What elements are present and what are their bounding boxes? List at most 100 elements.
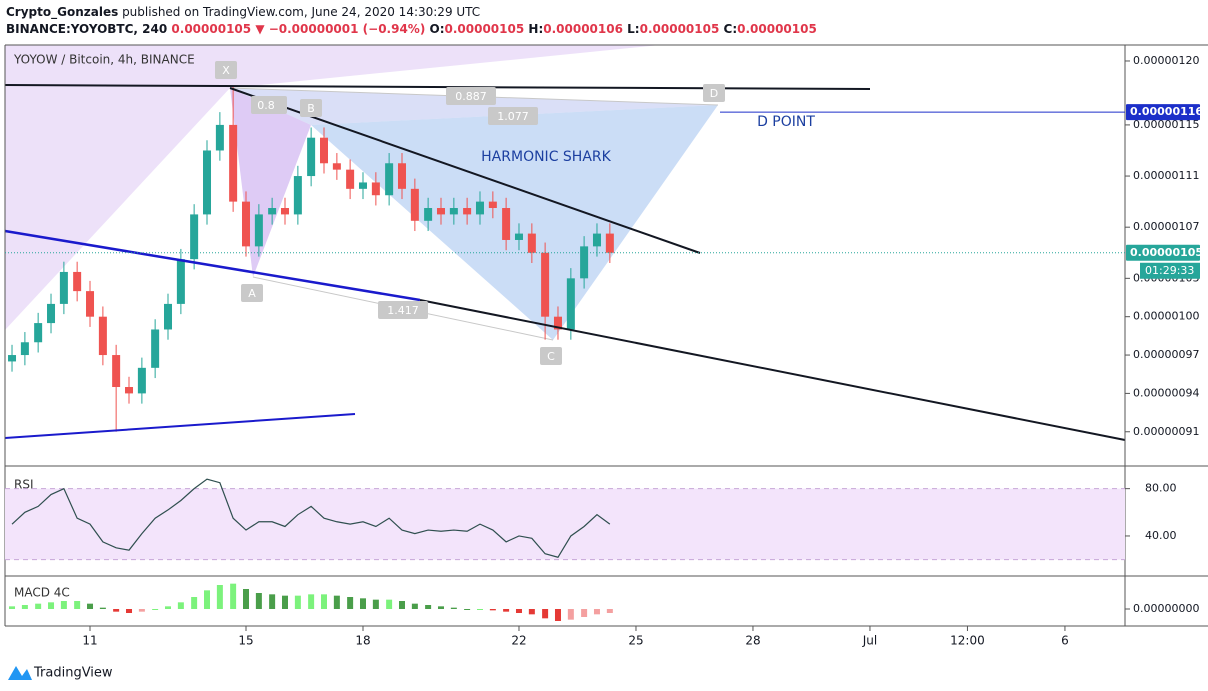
trend-line bbox=[419, 299, 1126, 441]
point-label: X bbox=[222, 64, 230, 77]
y-tick-label: 0.00000115 bbox=[1133, 118, 1199, 131]
published: published on TradingView.com, June 24, 2… bbox=[122, 5, 481, 19]
candle-body bbox=[293, 176, 302, 215]
candle-body bbox=[514, 233, 523, 240]
macd-bar bbox=[503, 609, 510, 612]
y-tick-label: 0.00000107 bbox=[1133, 220, 1199, 233]
macd-bar bbox=[87, 603, 94, 609]
macd-bar bbox=[450, 607, 457, 609]
point-label: B bbox=[307, 102, 315, 115]
candle-body bbox=[20, 342, 29, 356]
y-tick-label: 80.00 bbox=[1145, 482, 1177, 495]
bcd-triangle bbox=[311, 105, 718, 340]
candle-body bbox=[527, 233, 536, 253]
ohlc-label: C: bbox=[723, 22, 738, 36]
candle-body bbox=[73, 271, 82, 292]
macd-bar bbox=[567, 609, 574, 620]
candle-body bbox=[86, 291, 95, 317]
candle-body bbox=[112, 355, 121, 388]
candle-body bbox=[332, 163, 341, 170]
macd-bar bbox=[255, 593, 262, 609]
candle-body bbox=[190, 214, 199, 260]
candle-body bbox=[358, 182, 367, 189]
macd-bar bbox=[243, 589, 250, 609]
xbd-triangle bbox=[230, 88, 718, 125]
candle-body bbox=[475, 201, 484, 215]
macd-bar bbox=[606, 609, 613, 613]
publisher: Crypto_Gonzales bbox=[6, 5, 119, 19]
macd-bar bbox=[230, 583, 237, 609]
candle-body bbox=[268, 208, 277, 215]
candle-body bbox=[541, 252, 550, 317]
candle-body bbox=[125, 387, 134, 394]
ratio-label: 1.417 bbox=[387, 304, 419, 317]
macd-bar bbox=[411, 603, 418, 609]
macd-bar bbox=[581, 609, 588, 617]
x-tick-label: 18 bbox=[355, 634, 370, 648]
x-tick-label: Jul bbox=[862, 634, 877, 648]
label-box bbox=[300, 99, 322, 117]
candle-body bbox=[176, 259, 185, 304]
candle-body bbox=[98, 316, 107, 356]
macd-bar bbox=[60, 601, 67, 609]
macd-bar bbox=[126, 609, 133, 613]
header: Crypto_Gonzales published on TradingView… bbox=[6, 4, 817, 38]
macd-bar bbox=[294, 595, 301, 609]
candle-body bbox=[242, 201, 251, 247]
y-tick-label: 0.00000094 bbox=[1133, 386, 1199, 399]
trend-line bbox=[4, 413, 356, 439]
pattern-name: HARMONIC SHARK bbox=[481, 149, 611, 165]
label-box bbox=[703, 84, 725, 102]
countdown-box bbox=[1140, 262, 1200, 279]
candle-body bbox=[47, 303, 56, 324]
candle-body bbox=[580, 246, 589, 279]
macd-bar bbox=[191, 597, 198, 609]
change: ▼ −0.00000001 (−0.94%) bbox=[255, 22, 426, 36]
candle-body bbox=[449, 208, 458, 215]
y-tick-label: 0.00000097 bbox=[1133, 348, 1199, 361]
x-tick-label: 11 bbox=[82, 634, 97, 648]
y-tick-label: 0.00000120 bbox=[1133, 54, 1199, 67]
macd-bar bbox=[308, 594, 315, 609]
macd-bar bbox=[177, 602, 184, 609]
label-box bbox=[488, 107, 538, 125]
macd-bar bbox=[216, 585, 223, 609]
candle-body bbox=[307, 137, 316, 177]
label-box bbox=[540, 347, 562, 365]
ohlc-label: O: bbox=[429, 22, 445, 36]
candle-body bbox=[605, 233, 614, 253]
macd-bar bbox=[489, 609, 496, 611]
candle-body bbox=[151, 329, 160, 368]
trend-line bbox=[4, 229, 421, 302]
macd-bar bbox=[21, 605, 28, 609]
candle-body bbox=[463, 208, 472, 215]
candle-body bbox=[34, 323, 43, 343]
candle-body bbox=[346, 169, 355, 189]
macd-bar bbox=[204, 590, 211, 609]
ohlc-value: 0.00000105 bbox=[639, 22, 720, 36]
ratio-label: 0.887 bbox=[455, 90, 487, 103]
candle-body bbox=[371, 182, 380, 196]
candle-body bbox=[254, 214, 263, 247]
macd-bar bbox=[74, 601, 81, 609]
y-tick-label: 0.00000000 bbox=[1133, 602, 1199, 615]
candle-body bbox=[8, 355, 17, 362]
candle-body bbox=[553, 316, 562, 330]
brand-name: TradingView bbox=[33, 666, 113, 681]
symbol-legend: YOYOW / Bitcoin, 4h, BINANCE bbox=[13, 53, 195, 67]
pattern-area bbox=[5, 45, 660, 330]
macd-bar bbox=[386, 599, 393, 609]
xab-triangle bbox=[230, 88, 311, 277]
candle-body bbox=[410, 188, 419, 221]
ratio-label: 0.8 bbox=[257, 99, 275, 112]
candle-body bbox=[215, 124, 224, 151]
candle-body bbox=[319, 137, 328, 164]
brand-logo bbox=[8, 666, 32, 680]
candle-body bbox=[164, 303, 173, 330]
macd-bar bbox=[476, 609, 483, 610]
macd-bar bbox=[528, 609, 535, 615]
macd-bar bbox=[464, 609, 471, 610]
macd-bar bbox=[542, 609, 549, 619]
x-tick-label: 25 bbox=[628, 634, 643, 648]
